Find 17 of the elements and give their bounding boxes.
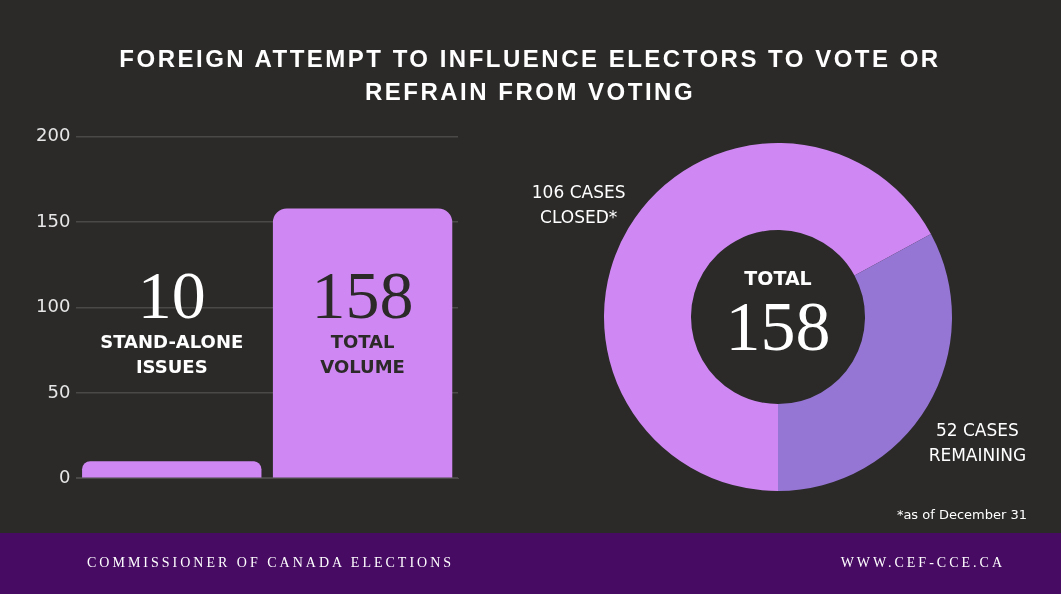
x-tick-label: STAND-ALONE ISSUES: [100, 330, 244, 377]
x-tick-label: TOTAL VOLUME: [320, 330, 405, 377]
text: TOTAL: [744, 267, 812, 289]
data-label: 10: [137, 256, 206, 333]
text: COMMISSIONER OF CANADA ELECTIONS: [87, 555, 455, 571]
y-tick-label: 50: [47, 380, 71, 402]
y-tick-label: 0: [58, 465, 71, 487]
y-tick-label: 150: [36, 209, 71, 231]
slice-label: 106 CASES CLOSED*: [531, 182, 626, 228]
text: WWW.CEF-CCE.CA: [840, 555, 1005, 571]
data-label: 158: [311, 256, 414, 333]
text: 158: [725, 288, 831, 365]
y-tick-label: 200: [36, 124, 71, 146]
text: FOREIGN ATTEMPT TO INFLUENCE ELECTORS TO VOTE OR REFRAIN FROM VOTING: [118, 44, 942, 107]
y-tick-label: 100: [36, 295, 71, 317]
text: *as of December 31: [896, 507, 1027, 522]
slice-label: 52 CASES REMAINING: [928, 419, 1027, 465]
